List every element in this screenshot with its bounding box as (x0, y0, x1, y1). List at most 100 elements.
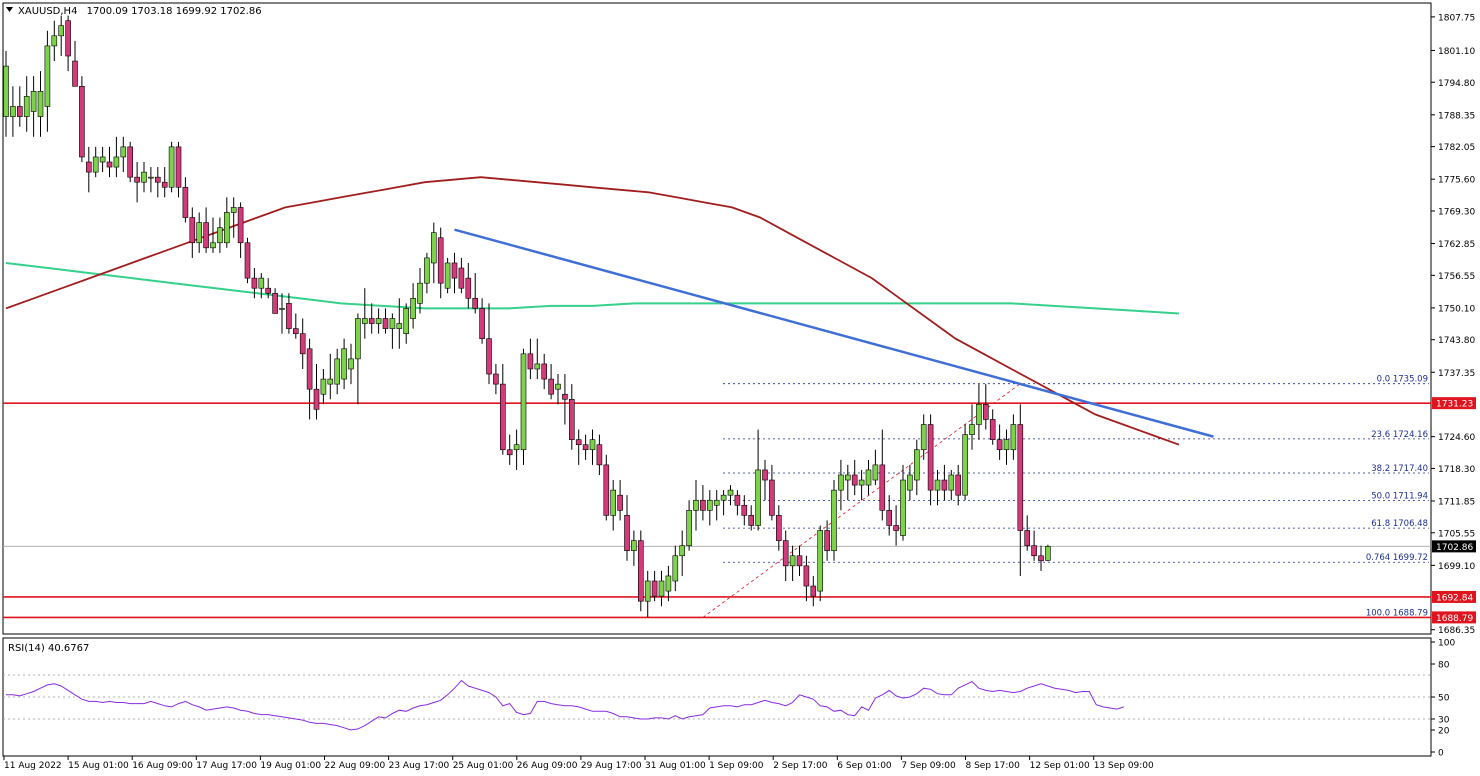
bullish-candle (58, 25, 65, 37)
bearish-trendline (454, 228, 1214, 438)
bearish-candle (803, 565, 810, 587)
y-tick-label: 1737.35 (1438, 369, 1475, 379)
y-tick-label: 1807.75 (1438, 13, 1475, 23)
x-tick-label: 13 Sep 09:00 (1094, 761, 1154, 771)
price-tag (1432, 540, 1476, 553)
bullish-candle (410, 298, 416, 319)
x-tick-label: 25 Aug 01:00 (453, 761, 514, 771)
price-tag (1432, 611, 1476, 624)
moving-average-green (5, 262, 1180, 315)
x-tick-label: 29 Aug 17:00 (581, 761, 642, 771)
bearish-candle (810, 585, 817, 597)
y-tick-label: 1750.10 (1438, 304, 1475, 314)
chart-header: XAUUSD,H4 1700.09 1703.18 1699.92 1702.8… (18, 6, 262, 17)
bullish-candle (258, 277, 265, 289)
bullish-candle (30, 91, 37, 112)
bearish-candle (134, 176, 140, 183)
bullish-candle (99, 156, 106, 163)
fib-level-label: 23.6 1724.16 (1371, 430, 1428, 440)
x-tick-label: 23 Aug 17:00 (389, 761, 450, 771)
y-tick-label: 1775.60 (1438, 176, 1475, 186)
bullish-candle (168, 146, 175, 188)
bearish-candle (796, 555, 803, 567)
bearish-candle (851, 474, 858, 486)
bearish-candle (617, 494, 623, 511)
bearish-candle (437, 237, 444, 284)
bullish-candle (3, 65, 9, 117)
bearish-candle (299, 333, 306, 355)
y-tick-label: 1769.30 (1438, 207, 1475, 217)
bearish-candle (769, 479, 775, 516)
bullish-candle (948, 474, 955, 491)
bullish-candle (589, 439, 596, 451)
y-tick-label: 1705.55 (1438, 529, 1475, 539)
bullish-candle (141, 171, 147, 183)
bullish-candle (51, 35, 58, 47)
bullish-candle (755, 469, 761, 526)
bearish-candle (72, 60, 78, 87)
bullish-candle (10, 106, 16, 117)
bullish-candle (665, 575, 672, 592)
bearish-candle (596, 444, 603, 466)
bullish-candle (872, 464, 879, 481)
rsi-y-tick-label: 80 (1438, 661, 1450, 671)
bearish-candle (286, 303, 292, 329)
y-tick-label: 1756.55 (1438, 272, 1475, 282)
bullish-candle (396, 323, 403, 329)
bullish-candle (920, 424, 927, 451)
ohlc-label: 1700.09 1703.18 1699.92 1702.86 (87, 6, 262, 17)
bearish-candle (175, 146, 182, 188)
bullish-candle (424, 257, 430, 284)
bearish-candle (368, 318, 375, 324)
bearish-candle (582, 444, 589, 451)
bearish-candle (989, 419, 996, 440)
bearish-candle (79, 85, 85, 158)
bullish-candle (844, 474, 851, 481)
bullish-candle (831, 489, 837, 552)
x-tick-label: 17 Aug 17:00 (196, 761, 257, 771)
y-tick-label: 1724.60 (1438, 433, 1475, 443)
bullish-candle (727, 489, 734, 496)
bullish-candle (224, 212, 230, 244)
bullish-candle (520, 353, 527, 451)
rsi-y-tick-label: 0 (1438, 749, 1444, 759)
rsi-label: RSI(14) 40.6767 (8, 643, 89, 654)
bullish-candle (679, 545, 686, 557)
price-tag-label: 1702.86 (1436, 543, 1473, 553)
bullish-candle (865, 469, 872, 486)
bullish-candle (341, 348, 347, 380)
fib-level-label: 100.0 1688.79 (1366, 608, 1428, 618)
bearish-candle (982, 404, 989, 420)
bullish-candle (969, 424, 975, 435)
bearish-candle (624, 515, 630, 552)
bearish-candle (451, 262, 458, 279)
bearish-candle (996, 439, 1003, 451)
dropdown-triangle-icon[interactable] (6, 7, 13, 12)
bearish-candle (700, 499, 706, 511)
y-tick-label: 1788.35 (1438, 111, 1475, 121)
bearish-candle (306, 348, 313, 390)
bearish-candle (548, 378, 554, 395)
price-tag-label: 1692.84 (1436, 593, 1473, 603)
fib-level-label: 61.8 1706.48 (1371, 519, 1428, 529)
bullish-candle (817, 530, 824, 592)
bearish-candle (893, 525, 899, 531)
bullish-candle (686, 510, 692, 546)
x-tick-label: 7 Sep 09:00 (901, 761, 956, 771)
bearish-candle (127, 146, 133, 178)
bearish-candle (541, 363, 548, 380)
bullish-candle (417, 282, 423, 304)
bearish-candle (941, 479, 948, 491)
bullish-candle (92, 156, 99, 173)
bullish-candle (631, 540, 637, 552)
bullish-candle (658, 580, 665, 597)
bearish-candle (465, 277, 472, 299)
bearish-candle (65, 20, 71, 57)
bearish-candle (486, 338, 492, 375)
bearish-candle (182, 186, 189, 218)
x-tick-label: 8 Sep 17:00 (966, 761, 1021, 771)
x-tick-label: 15 Aug 01:00 (68, 761, 129, 771)
bearish-candle (493, 373, 499, 385)
bearish-candle (562, 393, 568, 400)
symbol-label: XAUUSD,H4 (18, 6, 77, 17)
